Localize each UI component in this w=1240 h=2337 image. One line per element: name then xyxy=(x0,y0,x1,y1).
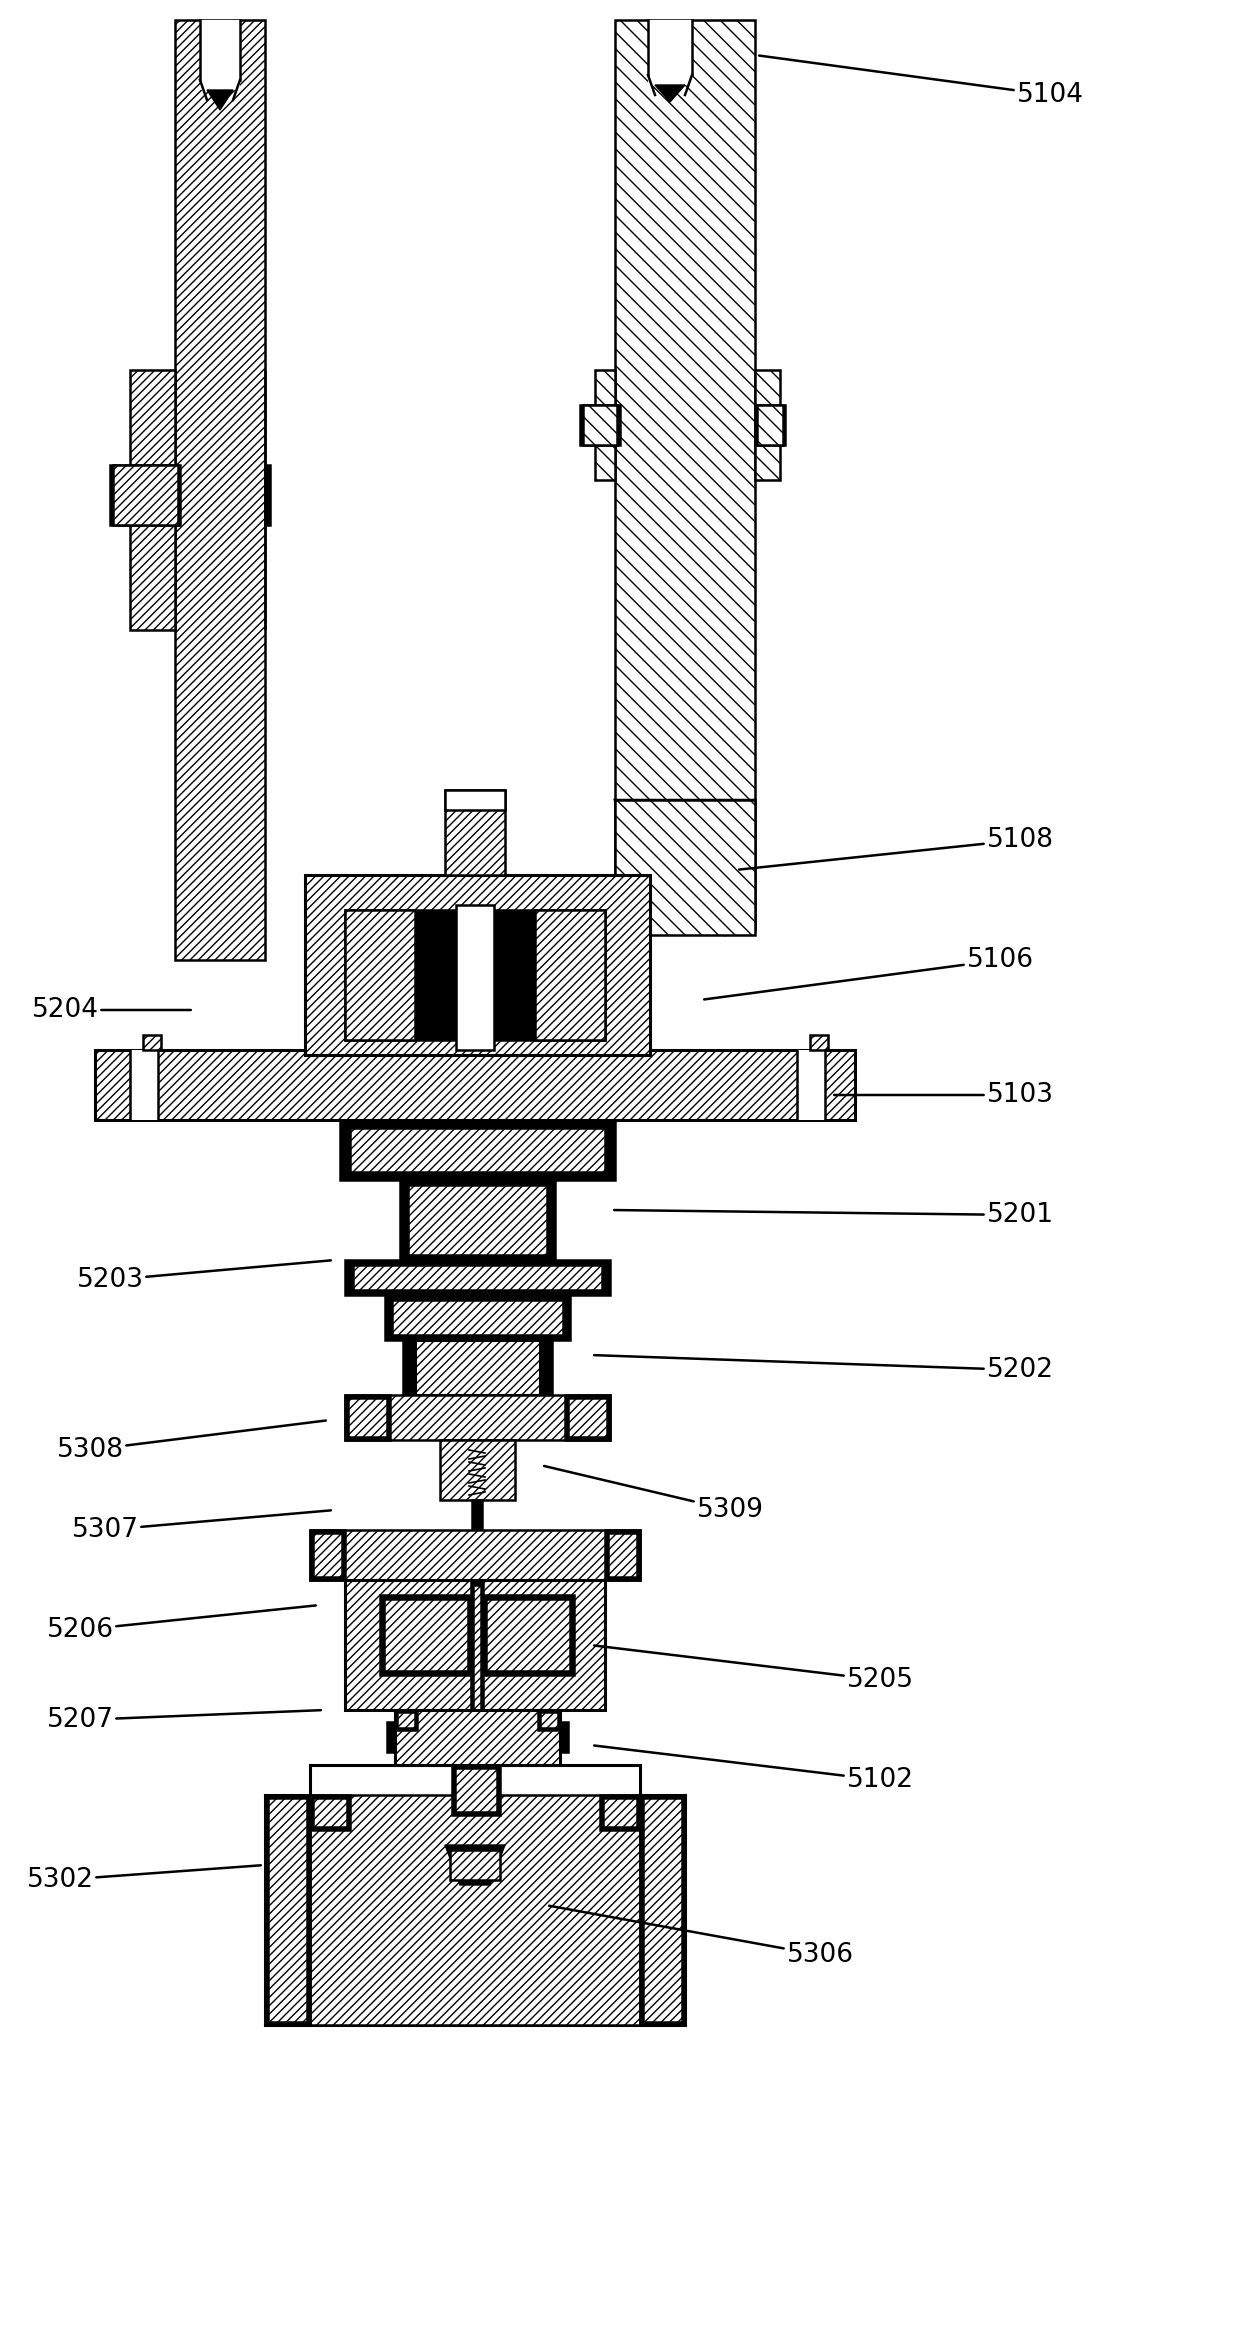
Bar xyxy=(397,1713,415,1727)
Bar xyxy=(595,369,615,479)
Bar xyxy=(312,1797,347,1828)
Bar xyxy=(471,1580,484,1741)
Bar xyxy=(755,404,785,444)
Bar xyxy=(353,1264,601,1290)
Polygon shape xyxy=(615,799,755,930)
Text: 5205: 5205 xyxy=(594,1645,914,1692)
Text: 5103: 5103 xyxy=(835,1082,1054,1108)
Text: 5308: 5308 xyxy=(57,1421,326,1463)
Bar xyxy=(565,1395,610,1440)
Text: 5106: 5106 xyxy=(704,946,1033,1000)
Bar xyxy=(392,1299,563,1334)
Bar xyxy=(615,799,755,935)
Text: 5202: 5202 xyxy=(594,1355,1054,1384)
Bar xyxy=(605,1531,640,1580)
Bar xyxy=(408,1185,547,1255)
Text: 5102: 5102 xyxy=(594,1746,914,1792)
Bar xyxy=(379,1594,472,1676)
Bar xyxy=(538,1711,560,1729)
Bar xyxy=(482,1594,574,1676)
Bar xyxy=(560,1722,568,1753)
Bar xyxy=(310,1531,345,1580)
Bar xyxy=(539,1713,558,1727)
Bar xyxy=(396,1711,417,1729)
Bar xyxy=(615,799,755,930)
Bar xyxy=(580,404,620,444)
Bar xyxy=(756,404,782,444)
Bar xyxy=(348,1398,387,1437)
Bar xyxy=(113,465,179,526)
Bar xyxy=(450,1851,500,1879)
Bar xyxy=(310,1531,640,1580)
Bar xyxy=(95,1049,856,1119)
Bar xyxy=(396,1711,560,1764)
Bar xyxy=(175,21,265,961)
Bar xyxy=(456,904,494,1049)
Bar xyxy=(345,909,605,1040)
Bar xyxy=(345,1395,391,1440)
Text: 5309: 5309 xyxy=(544,1465,764,1524)
Bar xyxy=(384,1599,467,1671)
Bar xyxy=(305,874,650,1054)
Bar xyxy=(401,1180,556,1260)
Text: 5307: 5307 xyxy=(72,1510,331,1542)
Text: 5204: 5204 xyxy=(31,998,191,1024)
Text: 5104: 5104 xyxy=(759,56,1084,108)
Text: 5203: 5203 xyxy=(77,1260,331,1292)
Bar xyxy=(755,369,780,479)
Bar xyxy=(440,1440,515,1500)
Bar xyxy=(445,790,505,811)
Bar xyxy=(265,1795,310,2024)
Bar xyxy=(345,1580,605,1711)
Text: 5207: 5207 xyxy=(47,1706,321,1734)
Bar xyxy=(472,1500,482,1531)
Bar xyxy=(130,369,175,631)
Bar xyxy=(644,1797,682,2022)
Bar xyxy=(797,1049,825,1119)
Bar xyxy=(600,1795,640,1830)
Bar xyxy=(603,1797,637,1828)
Bar xyxy=(453,1764,500,1816)
Text: 5302: 5302 xyxy=(26,1865,260,1893)
Bar xyxy=(583,404,618,444)
Text: 5201: 5201 xyxy=(614,1201,1054,1227)
Bar xyxy=(415,1339,539,1395)
Bar xyxy=(649,21,692,84)
Bar xyxy=(340,1119,615,1180)
Bar xyxy=(345,1395,610,1440)
Bar xyxy=(445,790,505,874)
Bar xyxy=(640,1795,684,2024)
Text: 5306: 5306 xyxy=(549,1905,853,1968)
Bar xyxy=(403,1339,415,1395)
Bar xyxy=(615,21,755,930)
Bar xyxy=(534,909,605,1040)
Bar xyxy=(539,1339,552,1395)
Bar xyxy=(455,1769,497,1811)
Bar xyxy=(486,1599,570,1671)
Bar xyxy=(312,1533,342,1577)
Text: 5206: 5206 xyxy=(47,1606,316,1643)
Bar xyxy=(200,21,241,91)
Polygon shape xyxy=(655,84,684,103)
Bar xyxy=(568,1398,608,1437)
Polygon shape xyxy=(445,1844,505,1886)
Bar xyxy=(130,1049,157,1119)
Bar xyxy=(265,465,270,526)
Bar xyxy=(387,1722,396,1753)
Bar xyxy=(472,1584,481,1734)
Bar xyxy=(345,909,415,1040)
Bar xyxy=(810,1035,828,1049)
Bar xyxy=(310,1795,350,1830)
Bar xyxy=(268,1797,308,2022)
Bar xyxy=(350,1129,605,1171)
Bar xyxy=(310,1795,640,2024)
Bar xyxy=(110,465,180,526)
Polygon shape xyxy=(207,91,233,110)
Text: 5108: 5108 xyxy=(739,827,1054,869)
Bar xyxy=(345,1260,610,1295)
Bar xyxy=(608,1533,637,1577)
Bar xyxy=(143,1035,161,1049)
Bar xyxy=(384,1295,570,1339)
